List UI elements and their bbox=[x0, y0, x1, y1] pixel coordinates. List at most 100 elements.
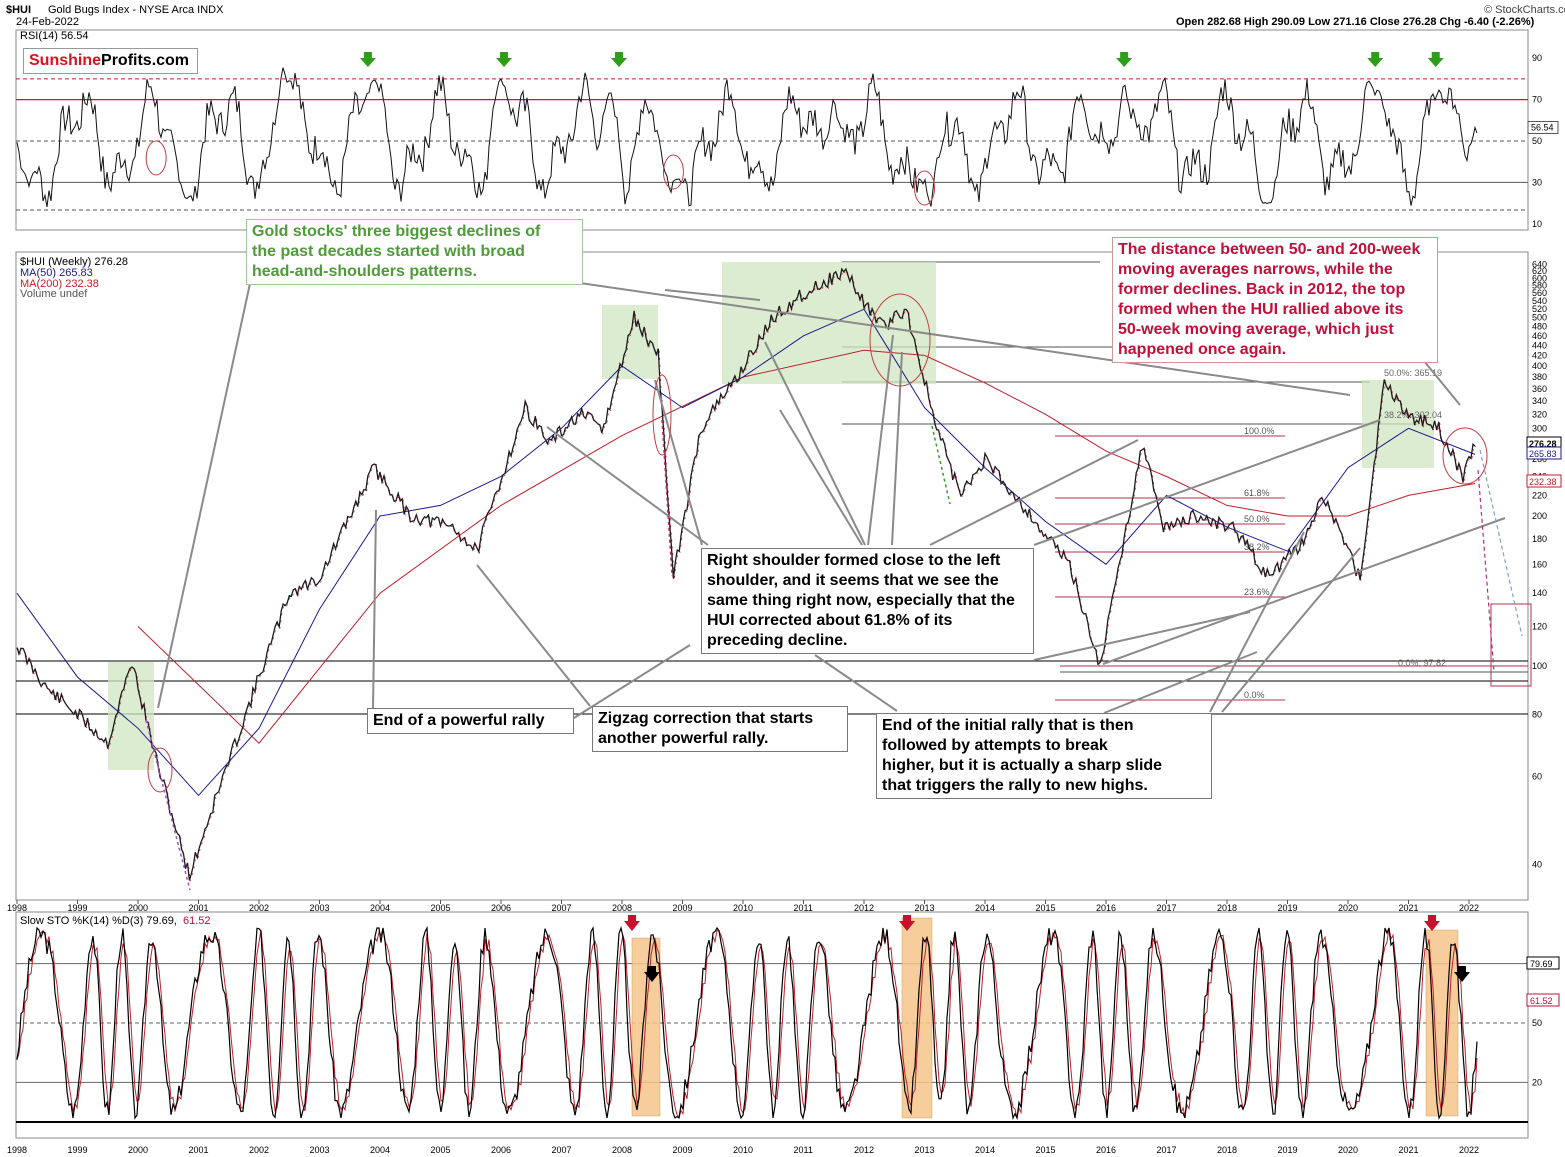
pointer-line-3 bbox=[1102, 517, 1506, 665]
price-tick-80: 80 bbox=[1532, 709, 1542, 719]
price-tick-480: 480 bbox=[1532, 322, 1547, 332]
price-tick-400: 400 bbox=[1532, 361, 1547, 371]
year-label-bottom-1998: 1998 bbox=[7, 1145, 27, 1155]
year-label-2021: 2021 bbox=[1399, 903, 1419, 913]
year-label-bottom-2019: 2019 bbox=[1278, 1145, 1298, 1155]
price-tick-180: 180 bbox=[1532, 534, 1547, 544]
sto-black-arrow-icon-1 bbox=[1454, 966, 1470, 982]
price-value-box-2 bbox=[1526, 474, 1562, 488]
fib-label-1: 61.8% bbox=[1244, 488, 1270, 498]
callout-right-shoulder: Right shoulder formed close to the left … bbox=[701, 548, 1034, 654]
year-label-2000: 2000 bbox=[128, 903, 148, 913]
year-label-2011: 2011 bbox=[794, 903, 813, 913]
rsi-green-arrow-icon-4 bbox=[1367, 52, 1384, 67]
sto-legend: Slow STO %K(14) %D(3) 79.69, 61.52 bbox=[20, 915, 211, 927]
price-tick-120: 120 bbox=[1532, 622, 1547, 632]
credit: © StockCharts.com bbox=[1484, 4, 1565, 16]
rsi-tick-90: 90 bbox=[1532, 53, 1542, 63]
rsi-legend: RSI(14) 56.54 bbox=[20, 30, 88, 42]
price-tick-40: 40 bbox=[1532, 859, 1542, 869]
fib2-label-0: 50.0%: 365.19 bbox=[1384, 368, 1442, 378]
projection-line-2 bbox=[145, 719, 191, 891]
callout-initial-rally-line2: followed by attempts to break bbox=[882, 737, 1108, 754]
year-label-2004: 2004 bbox=[370, 903, 390, 913]
price-tick-620: 620 bbox=[1532, 266, 1547, 276]
price-legend-ma50: MA(50) 265.83 bbox=[20, 267, 93, 279]
price-tick-320: 320 bbox=[1532, 409, 1547, 419]
rsi-tick-70: 70 bbox=[1532, 95, 1542, 105]
sto-d-line bbox=[16, 927, 1478, 1120]
sto-value-box-1 bbox=[1526, 993, 1560, 1007]
price-tick-540: 540 bbox=[1532, 296, 1547, 306]
rsi-green-arrow-icon-3 bbox=[1116, 52, 1133, 67]
sto-value-box-0 bbox=[1526, 956, 1560, 970]
hui-down-candles bbox=[17, 269, 1477, 882]
rsi-green-arrow-icon-0 bbox=[359, 52, 376, 67]
price-legend-ma200: MA(200) 232.38 bbox=[20, 278, 99, 290]
price-tick-440: 440 bbox=[1532, 340, 1547, 350]
year-label-2022: 2022 bbox=[1459, 903, 1479, 913]
pointer-line-10 bbox=[779, 409, 863, 546]
sto-value-label-0: 79.69 bbox=[1530, 959, 1553, 969]
sto-tick-50: 50 bbox=[1532, 1018, 1542, 1028]
rsi-circle-2 bbox=[914, 170, 935, 206]
pointer-line-16 bbox=[814, 654, 898, 712]
rsi-circle-1 bbox=[662, 154, 684, 190]
ma200-line bbox=[137, 349, 1476, 744]
callout-initial-rally-line4: that triggers the rally to new highs. bbox=[882, 777, 1148, 794]
year-label-bottom-2008: 2008 bbox=[612, 1145, 632, 1155]
price-tick-60: 60 bbox=[1532, 772, 1542, 782]
price-tick-520: 520 bbox=[1532, 304, 1547, 314]
year-label-bottom-2016: 2016 bbox=[1096, 1145, 1116, 1155]
callout-distance-line1: The distance between 50- and 200-week bbox=[1118, 241, 1421, 258]
pointer-line-8 bbox=[654, 379, 703, 546]
price-circle-0 bbox=[147, 747, 173, 793]
fib2-label-2: 0.0%: 97.82 bbox=[1398, 658, 1446, 668]
price-value-box-1 bbox=[1526, 446, 1562, 460]
sto-red-arrow-icon-2 bbox=[1424, 915, 1440, 931]
rsi-line bbox=[16, 67, 1478, 208]
price-panel-frame bbox=[15, 251, 1529, 901]
price-circle-3 bbox=[1442, 427, 1488, 485]
pointer-line-12 bbox=[891, 351, 903, 546]
price-tick-560: 560 bbox=[1532, 288, 1547, 298]
sto-red-arrow-icon-1 bbox=[899, 915, 915, 931]
pointer-line-19 bbox=[1103, 651, 1258, 714]
rsi-circle-0 bbox=[145, 140, 167, 176]
pointer-line-1 bbox=[579, 282, 1351, 396]
sto-black-arrow-icon-0 bbox=[644, 966, 660, 982]
callout-end-rally-line1: End of a powerful rally bbox=[373, 712, 545, 729]
sto-tick-20: 20 bbox=[1532, 1077, 1542, 1087]
callout-right-shoulder-line5: preceding decline. bbox=[707, 632, 848, 649]
sto-highlight-0 bbox=[631, 937, 661, 1117]
year-label-bottom-2009: 2009 bbox=[673, 1145, 693, 1155]
sto-panel-frame bbox=[15, 911, 1529, 1139]
callout-zigzag-line2: another powerful rally. bbox=[598, 730, 769, 747]
callout-end-rally: End of a powerful rally bbox=[367, 708, 574, 734]
ohlc-readout: Open 282.68 High 290.09 Low 271.16 Close… bbox=[1176, 16, 1535, 28]
sunshine-profits-logo: SunshineProfits.com bbox=[23, 48, 198, 74]
chart-symbol: $HUI bbox=[6, 4, 31, 16]
price-circle-1 bbox=[652, 374, 672, 456]
price-legend-main: $HUI (Weekly) 276.28 bbox=[20, 256, 128, 268]
fib-label-2: 50.0% bbox=[1244, 514, 1270, 524]
logo-part2: Profits.com bbox=[101, 52, 190, 69]
year-label-bottom-2004: 2004 bbox=[370, 1145, 390, 1155]
year-label-bottom-2015: 2015 bbox=[1036, 1145, 1056, 1155]
year-label-2009: 2009 bbox=[673, 903, 693, 913]
year-label-2001: 2001 bbox=[189, 903, 209, 913]
fib-label-3: 38.2% bbox=[1244, 542, 1270, 552]
year-label-bottom-2020: 2020 bbox=[1338, 1145, 1358, 1155]
year-label-2013: 2013 bbox=[915, 903, 935, 913]
rsi-current-label: 56.54 bbox=[1531, 122, 1554, 132]
callout-initial-rally: End of the initial rally that is then fo… bbox=[876, 713, 1212, 799]
price-tick-640: 640 bbox=[1532, 259, 1547, 269]
sto-red-arrow-icon-0 bbox=[624, 915, 640, 931]
price-value-label-1: 265.83 bbox=[1529, 449, 1557, 459]
pointer-line-18 bbox=[1221, 547, 1361, 713]
year-label-2015: 2015 bbox=[1036, 903, 1056, 913]
callout-distance-line2: moving averages narrows, while the bbox=[1118, 261, 1393, 278]
pointer-line-17 bbox=[1209, 531, 1305, 713]
